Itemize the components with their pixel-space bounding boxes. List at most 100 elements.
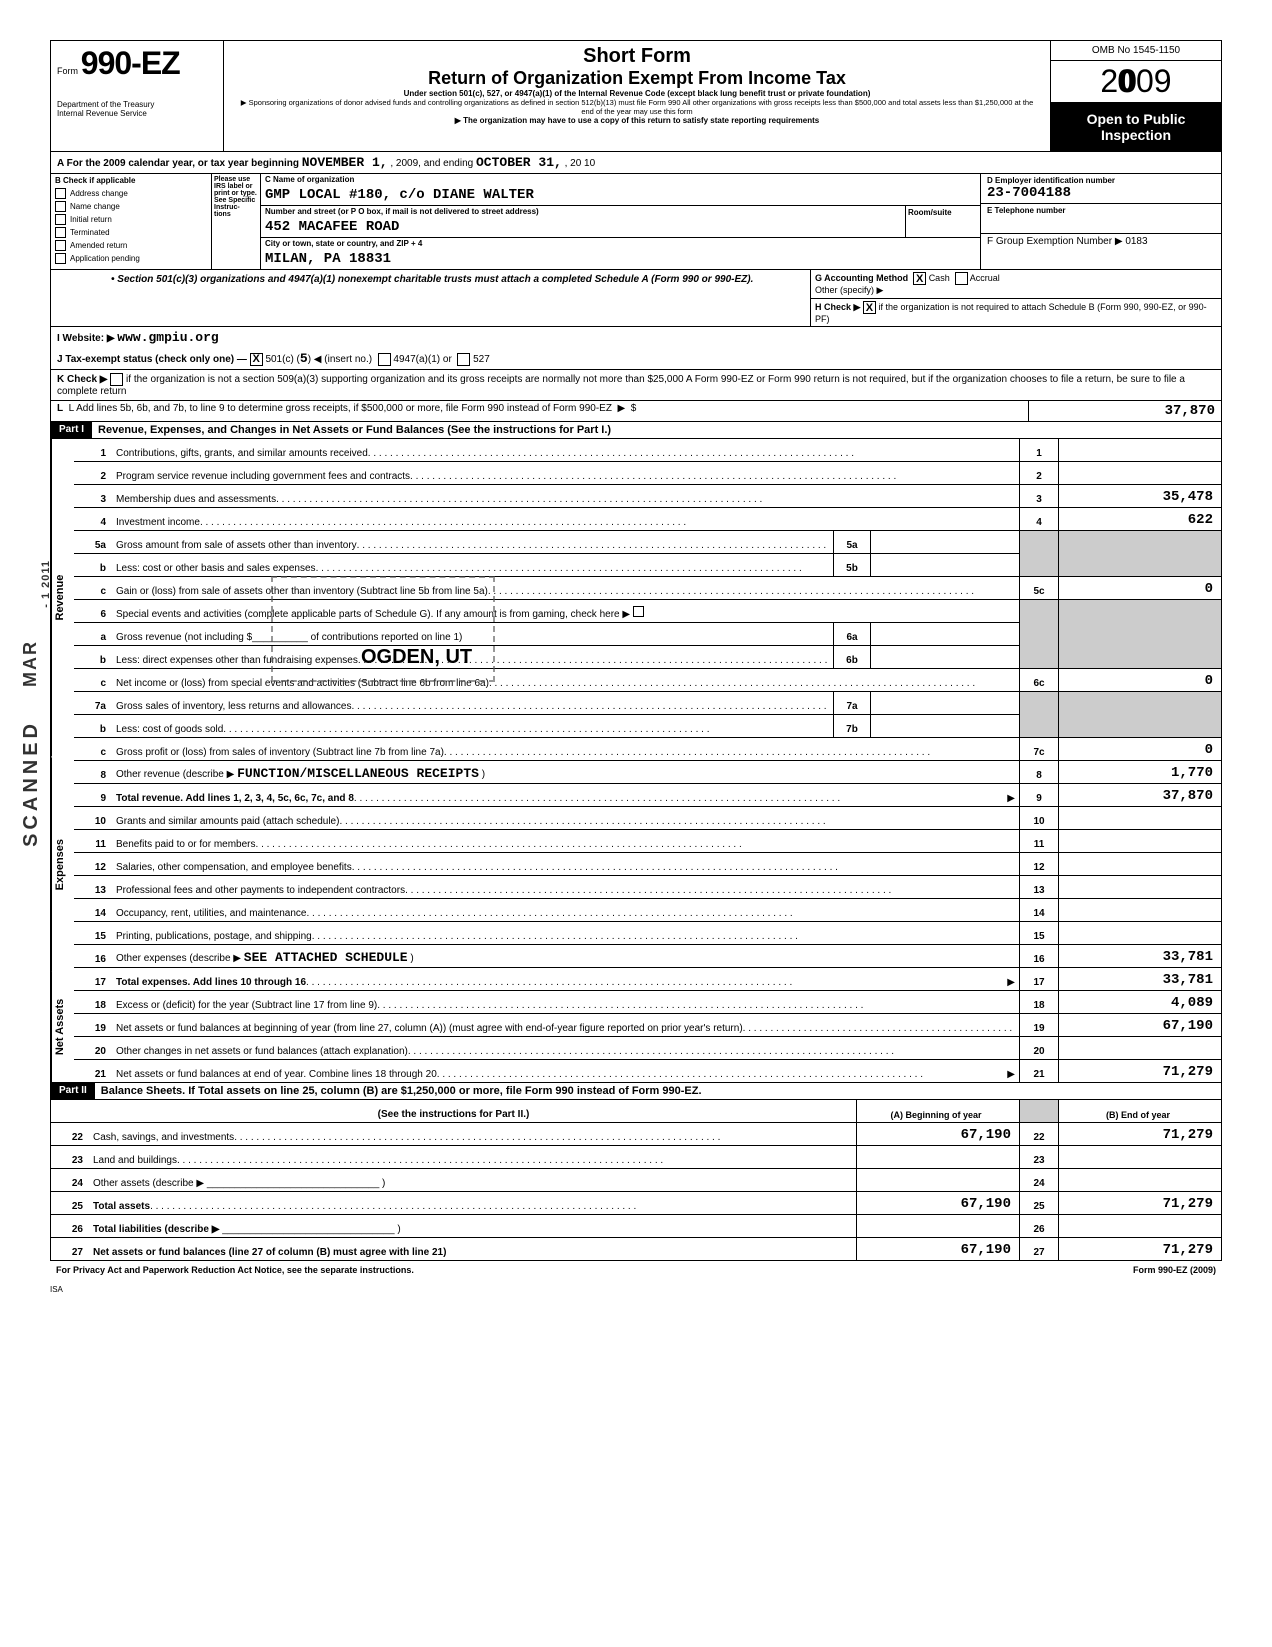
form-number: 990-EZ — [81, 45, 180, 81]
line-1: 1Contributions, gifts, grants, and simil… — [74, 439, 1221, 462]
form-990ez: OGDEN, UT Form 990-EZ Department of the … — [50, 40, 1222, 1261]
check-k[interactable] — [110, 373, 123, 386]
line-14: 14Occupancy, rent, utilities, and mainte… — [74, 899, 1221, 922]
please-instructions: Please use IRS label or print or type. S… — [212, 174, 261, 269]
stamp-mar: MAR — [20, 640, 41, 687]
begin-date: NOVEMBER 1, — [302, 155, 388, 170]
part-2-title: Balance Sheets. If Total assets on line … — [95, 1083, 708, 1099]
part2-columns: (See the instructions for Part II.) (A) … — [51, 1100, 1221, 1123]
check-4947[interactable] — [378, 353, 391, 366]
part-1-title: Revenue, Expenses, and Changes in Net As… — [92, 422, 617, 438]
short-form-title: Short Form — [234, 45, 1040, 68]
subtitle-3: ▶ The organization may have to use a cop… — [234, 116, 1040, 125]
501c-num: 5 — [300, 351, 308, 366]
c-addr-label: Number and street (or P O box, if mail i… — [261, 206, 905, 217]
c-city-label: City or town, state or country, and ZIP … — [261, 238, 980, 249]
website: www.gmpiu.org — [117, 330, 218, 345]
check-cash[interactable]: X — [913, 272, 926, 285]
h-label: H Check ▶ — [815, 302, 860, 312]
dept-treasury: Department of the Treasury — [57, 100, 217, 109]
line-23: 23Land and buildings23 — [51, 1146, 1221, 1169]
part-2-header: Part II — [51, 1083, 95, 1099]
line-9: 9Total revenue. Add lines 1, 2, 3, 4, 5c… — [74, 784, 1221, 807]
tax-year: 2009 — [1051, 61, 1221, 103]
line-21: 21Net assets or fund balances at end of … — [74, 1060, 1221, 1083]
e-label: E Telephone number — [987, 206, 1215, 215]
org-address: 452 MACAFEE ROAD — [261, 217, 905, 237]
k-label: K Check ▶ — [57, 374, 107, 385]
privacy-notice: For Privacy Act and Paperwork Reduction … — [56, 1265, 414, 1275]
room-suite: Room/suite — [905, 206, 980, 237]
side-net-assets: Net Assets — [51, 971, 74, 1082]
check-name-change[interactable]: Name change — [51, 200, 211, 213]
return-title: Return of Organization Exempt From Incom… — [234, 68, 1040, 89]
open-public: Open to Public Inspection — [1051, 103, 1221, 151]
part-1-header: Part I — [51, 422, 92, 438]
section-attach-note: • Section 501(c)(3) organizations and 49… — [51, 270, 810, 326]
l-text: L L Add lines 5b, 6b, and 7b, to line 9 … — [51, 401, 1028, 421]
check-initial-return[interactable]: Initial return — [51, 213, 211, 226]
form-label: Form — [57, 66, 78, 76]
subtitle-2: ▶ Sponsoring organizations of donor advi… — [234, 98, 1040, 116]
k-text: if the organization is not a section 509… — [57, 374, 1185, 397]
side-expenses: Expenses — [51, 757, 74, 971]
line-a: A For the 2009 calendar year, or tax yea… — [51, 152, 1221, 174]
form-footer: Form 990-EZ (2009) — [1133, 1265, 1216, 1275]
g-other: Other (specify) ▶ — [815, 285, 883, 295]
check-address-change[interactable]: Address change — [51, 187, 211, 200]
g-label: G Accounting Method — [815, 273, 908, 283]
line-16: 16Other expenses (describe ▶ SEE ATTACHE… — [74, 945, 1221, 968]
line-24: 24Other assets (describe ▶ _____________… — [51, 1169, 1221, 1192]
check-527[interactable] — [457, 353, 470, 366]
line-5c: cGain or (loss) from sale of assets othe… — [74, 577, 1221, 600]
line-3: 3Membership dues and assessments335,478 — [74, 485, 1221, 508]
line-6: 6Special events and activities (complete… — [74, 600, 1221, 623]
line-10: 10Grants and similar amounts paid (attac… — [74, 807, 1221, 830]
isa: ISA — [50, 1285, 1222, 1294]
check-gaming[interactable] — [633, 606, 644, 617]
check-accrual[interactable] — [955, 272, 968, 285]
c-name-label: C Name of organization — [261, 174, 980, 185]
ein: 23-7004188 — [987, 185, 1215, 201]
line-25: 25Total assets67,1902571,279 — [51, 1192, 1221, 1215]
org-city: MILAN, PA 18831 — [261, 249, 980, 269]
org-name: GMP LOCAL #180, c/o DIANE WALTER — [261, 185, 980, 205]
stamp-scanned: SCANNED — [20, 720, 43, 847]
subtitle-1: Under section 501(c), 527, or 4947(a)(1)… — [234, 89, 1040, 98]
check-h[interactable]: X — [863, 301, 876, 314]
line-18: 18Excess or (deficit) for the year (Subt… — [74, 991, 1221, 1014]
l-amount: 37,870 — [1028, 401, 1221, 421]
check-amended[interactable]: Amended return — [51, 239, 211, 252]
i-label: I Website: ▶ — [57, 333, 115, 344]
line-12: 12Salaries, other compensation, and empl… — [74, 853, 1221, 876]
line-2: 2Program service revenue including gover… — [74, 462, 1221, 485]
line-7c: cGross profit or (loss) from sales of in… — [74, 738, 1221, 761]
line-8: 8Other revenue (describe ▶ FUNCTION/MISC… — [74, 761, 1221, 784]
f-label: F Group Exemption Number ▶ — [987, 236, 1123, 247]
group-exemption: 0183 — [1125, 236, 1147, 247]
end-date: OCTOBER 31, — [476, 155, 562, 170]
irs-label: Internal Revenue Service — [57, 109, 217, 118]
check-terminated[interactable]: Terminated — [51, 226, 211, 239]
side-revenue: Revenue — [51, 439, 74, 757]
received-stamp — [271, 576, 495, 682]
b-header: B Check if applicable — [51, 174, 211, 187]
line-17: 17Total expenses. Add lines 10 through 1… — [74, 968, 1221, 991]
line-13: 13Professional fees and other payments t… — [74, 876, 1221, 899]
omb-number: OMB No 1545-1150 — [1051, 41, 1221, 61]
line-15: 15Printing, publications, postage, and s… — [74, 922, 1221, 945]
line-22: 22Cash, savings, and investments67,19022… — [51, 1123, 1221, 1146]
line-19: 19Net assets or fund balances at beginni… — [74, 1014, 1221, 1037]
line-5a: 5aGross amount from sale of assets other… — [74, 531, 1221, 554]
line-27: 27Net assets or fund balances (line 27 o… — [51, 1238, 1221, 1261]
line-6c: cNet income or (loss) from special event… — [74, 669, 1221, 692]
line-26: 26Total liabilities (describe ▶ ________… — [51, 1215, 1221, 1238]
line-7a: 7aGross sales of inventory, less returns… — [74, 692, 1221, 715]
check-501c[interactable]: X — [250, 353, 263, 366]
line-11: 11Benefits paid to or for members11 — [74, 830, 1221, 853]
j-label: J Tax-exempt status (check only one) — — [57, 354, 247, 365]
line-20: 20Other changes in net assets or fund ba… — [74, 1037, 1221, 1060]
check-application-pending[interactable]: Application pending — [51, 252, 211, 265]
line-4: 4Investment income4622 — [74, 508, 1221, 531]
d-label: D Employer identification number — [987, 176, 1215, 185]
